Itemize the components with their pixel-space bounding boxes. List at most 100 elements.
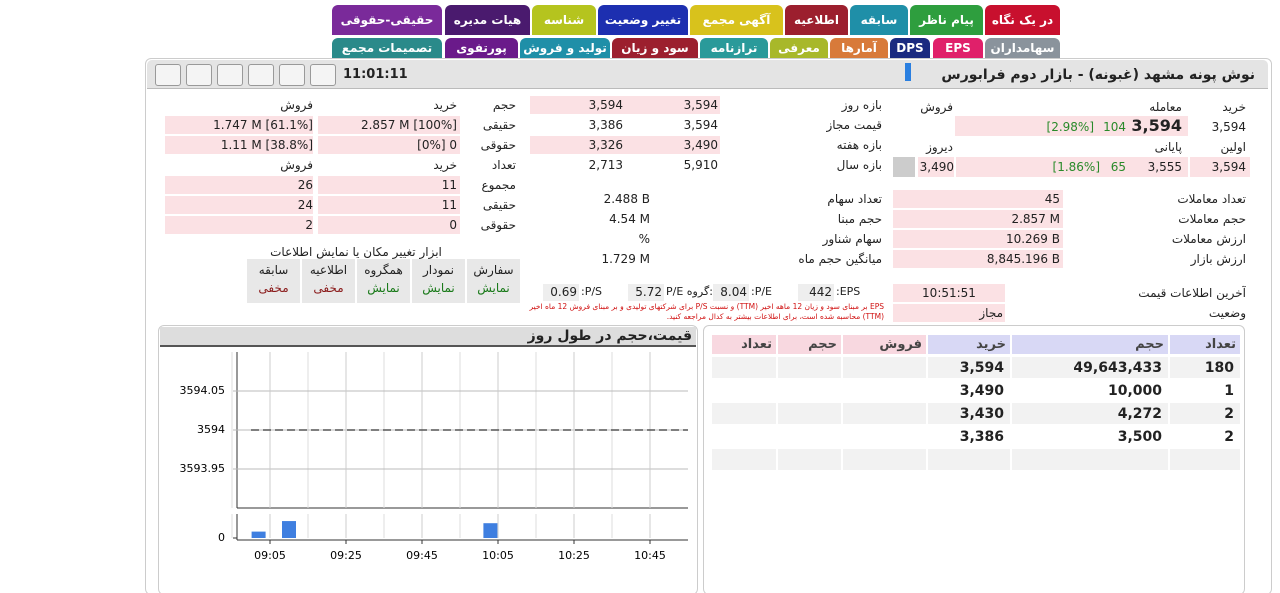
column-header: تعداد	[1205, 337, 1236, 352]
order-cell: 3,430	[959, 406, 1004, 422]
toolbar-icon[interactable]	[279, 64, 305, 86]
button[interactable]	[302, 259, 355, 303]
label: سهام شناور	[822, 232, 882, 246]
button-label[interactable]: نمودار	[423, 263, 454, 277]
tab[interactable]: سود و زیان	[612, 38, 698, 58]
lightning-icon	[905, 63, 911, 81]
button[interactable]	[412, 259, 465, 303]
tab[interactable]: حقیقی-حقوقی	[332, 5, 442, 35]
tab[interactable]: سهامداران	[985, 38, 1060, 58]
button-label[interactable]: سفارش	[473, 263, 514, 277]
value: 11	[441, 178, 457, 192]
row-bg	[712, 357, 776, 378]
tab[interactable]: ترازنامه	[700, 38, 768, 58]
tab[interactable]: هیات مدیره	[445, 5, 530, 35]
label: حقیقی	[482, 118, 516, 132]
label: حقوقی	[480, 218, 516, 232]
tab[interactable]: آگهی مجمع	[690, 5, 783, 35]
value: 3,594	[588, 98, 623, 112]
x-tick-label: 09:05	[254, 549, 286, 562]
row-bg	[1012, 449, 1168, 470]
button-state[interactable]: نمایش	[422, 281, 455, 295]
tab[interactable]: EPS	[933, 38, 983, 58]
button-label[interactable]: اطلاعیه	[309, 263, 348, 277]
label: P/E گروه:	[666, 285, 713, 298]
button[interactable]	[357, 259, 410, 303]
chart-header	[160, 327, 696, 347]
x-tick-label: 10:25	[558, 549, 590, 562]
value: 11	[441, 198, 457, 212]
toolbar-icon[interactable]	[310, 64, 336, 86]
value: 8,845.196 B	[986, 252, 1060, 266]
value: 442	[809, 285, 832, 299]
label: پایانی	[1154, 140, 1182, 154]
label: خرید	[433, 158, 457, 172]
toolbar-icon[interactable]	[217, 64, 243, 86]
chart-panel	[158, 325, 698, 593]
row-bg	[712, 403, 776, 424]
value: [0%] 0	[417, 138, 457, 152]
value: 26	[297, 178, 313, 192]
label: :EPS	[836, 285, 861, 298]
note: EPS بر مبنای سود و زیان 12 ماهه اخیر (TT…	[529, 302, 884, 321]
cell-bg	[318, 136, 460, 154]
cell-bg	[165, 196, 313, 214]
label: :P/S	[581, 285, 603, 298]
button-label[interactable]: سابقه	[258, 263, 289, 277]
tab[interactable]: شناسه	[532, 5, 596, 35]
tab[interactable]: تصمیمات مجمع	[332, 38, 442, 58]
tab[interactable]: آمارها	[830, 38, 888, 58]
tab[interactable]: در یک نگاه	[985, 5, 1060, 35]
label: بازه روز	[841, 98, 882, 112]
tab[interactable]: تولید و فروش	[520, 38, 610, 58]
label: تعداد	[491, 158, 516, 172]
value: 2.857 M	[1011, 212, 1060, 226]
value: 10:51:51	[922, 286, 976, 300]
cell-bg	[893, 284, 1005, 302]
cell-bg	[955, 116, 1188, 136]
row-bg	[1170, 403, 1240, 424]
label: تعداد سهام	[827, 192, 882, 206]
x-tick-label: 09:25	[330, 549, 362, 562]
value: 1.729 M	[601, 252, 650, 266]
y-tick-label: 0	[218, 531, 225, 544]
cell-bg	[893, 190, 1063, 208]
cell-bg	[318, 216, 460, 234]
value: 5,910	[683, 158, 718, 172]
toolbar-icon[interactable]	[248, 64, 274, 86]
tab[interactable]: سابقه	[850, 5, 908, 35]
cell-bg	[893, 304, 1005, 322]
row-bg	[928, 380, 1010, 401]
tab[interactable]: تغییر وضعیت	[598, 5, 688, 35]
button[interactable]	[467, 259, 520, 303]
order-book-panel	[703, 325, 1245, 593]
cell-bg	[165, 216, 313, 234]
toolbar-icon[interactable]	[155, 64, 181, 86]
value: 0.69	[550, 285, 577, 299]
button-state[interactable]: نمایش	[477, 281, 510, 295]
row-bg	[712, 426, 776, 447]
tab[interactable]: پیام ناظر	[910, 5, 983, 35]
button[interactable]	[247, 259, 300, 303]
order-cell: 49,643,433	[1073, 360, 1162, 376]
row-bg	[928, 449, 1010, 470]
value: 1.11 M [38.8%]	[220, 138, 313, 152]
tab[interactable]: پورتفوی	[445, 38, 518, 58]
tab[interactable]: اطلاعیه	[785, 5, 848, 35]
value: [2.98%]	[1046, 120, 1094, 134]
toolbar-icon[interactable]	[186, 64, 212, 86]
cell-bg	[165, 136, 313, 154]
button-label[interactable]: همگروه	[364, 263, 403, 277]
tab[interactable]: DPS	[890, 38, 930, 58]
column-header: خرید	[976, 337, 1006, 352]
chart-title: قیمت،حجم در طول روز	[527, 328, 692, 344]
cell-bg	[1012, 335, 1168, 354]
button-state[interactable]: مخفی	[258, 281, 289, 295]
cell-bg	[798, 284, 834, 301]
value: 5.72	[635, 285, 662, 299]
button-state[interactable]: نمایش	[367, 281, 400, 295]
cell-bg	[165, 116, 313, 134]
button-state[interactable]: مخفی	[313, 281, 344, 295]
tab[interactable]: معرفی	[770, 38, 828, 58]
value: 3,490	[919, 160, 954, 174]
